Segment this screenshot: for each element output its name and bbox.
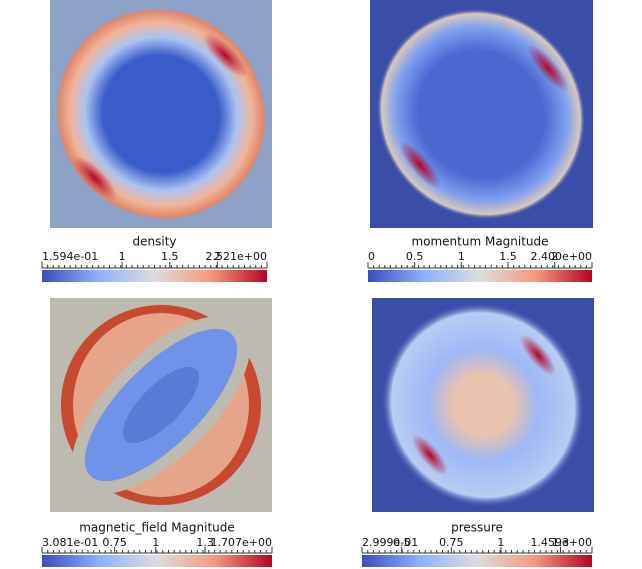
density-plot	[12, 0, 310, 264]
tick-label: 1	[458, 250, 465, 263]
colorbar-title: magnetic_field Magnitude	[79, 521, 235, 535]
tick-label: 1.5	[499, 250, 517, 263]
tick-label: 1.707e+00	[211, 536, 272, 549]
colorbar	[362, 555, 592, 567]
momentum-plot	[333, 0, 628, 262]
tick-label: 1	[152, 536, 159, 549]
tick-label: 1.594e-01	[42, 250, 98, 263]
tick-label: 2.400e+00	[531, 250, 592, 263]
tick-label: 0.5	[406, 250, 424, 263]
tick-label: 1	[119, 250, 126, 263]
tick-label: 0.75	[102, 536, 127, 549]
tick-label: 0.5	[393, 536, 411, 549]
page: density1.594e-0111.522.521e+00momentum M…	[0, 0, 642, 569]
colorbar-title: density	[133, 235, 177, 249]
colorbar	[42, 270, 267, 282]
colorbar	[42, 555, 272, 567]
tick-label: 3.081e-01	[42, 536, 98, 549]
tick-label: 0	[368, 250, 375, 263]
tick-label: 1.5	[161, 250, 179, 263]
magnetic-field-plot	[43, 287, 279, 523]
colorbar-title: pressure	[451, 521, 503, 535]
colorbar-title: momentum Magnitude	[411, 235, 548, 249]
tick-label: 0.75	[439, 536, 464, 549]
tick-label: 1	[497, 536, 504, 549]
pressure-plot	[340, 261, 627, 549]
colorbar	[368, 270, 592, 282]
tick-label: 2.521e+00	[206, 250, 267, 263]
tick-label: 1.459e+00	[531, 536, 592, 549]
